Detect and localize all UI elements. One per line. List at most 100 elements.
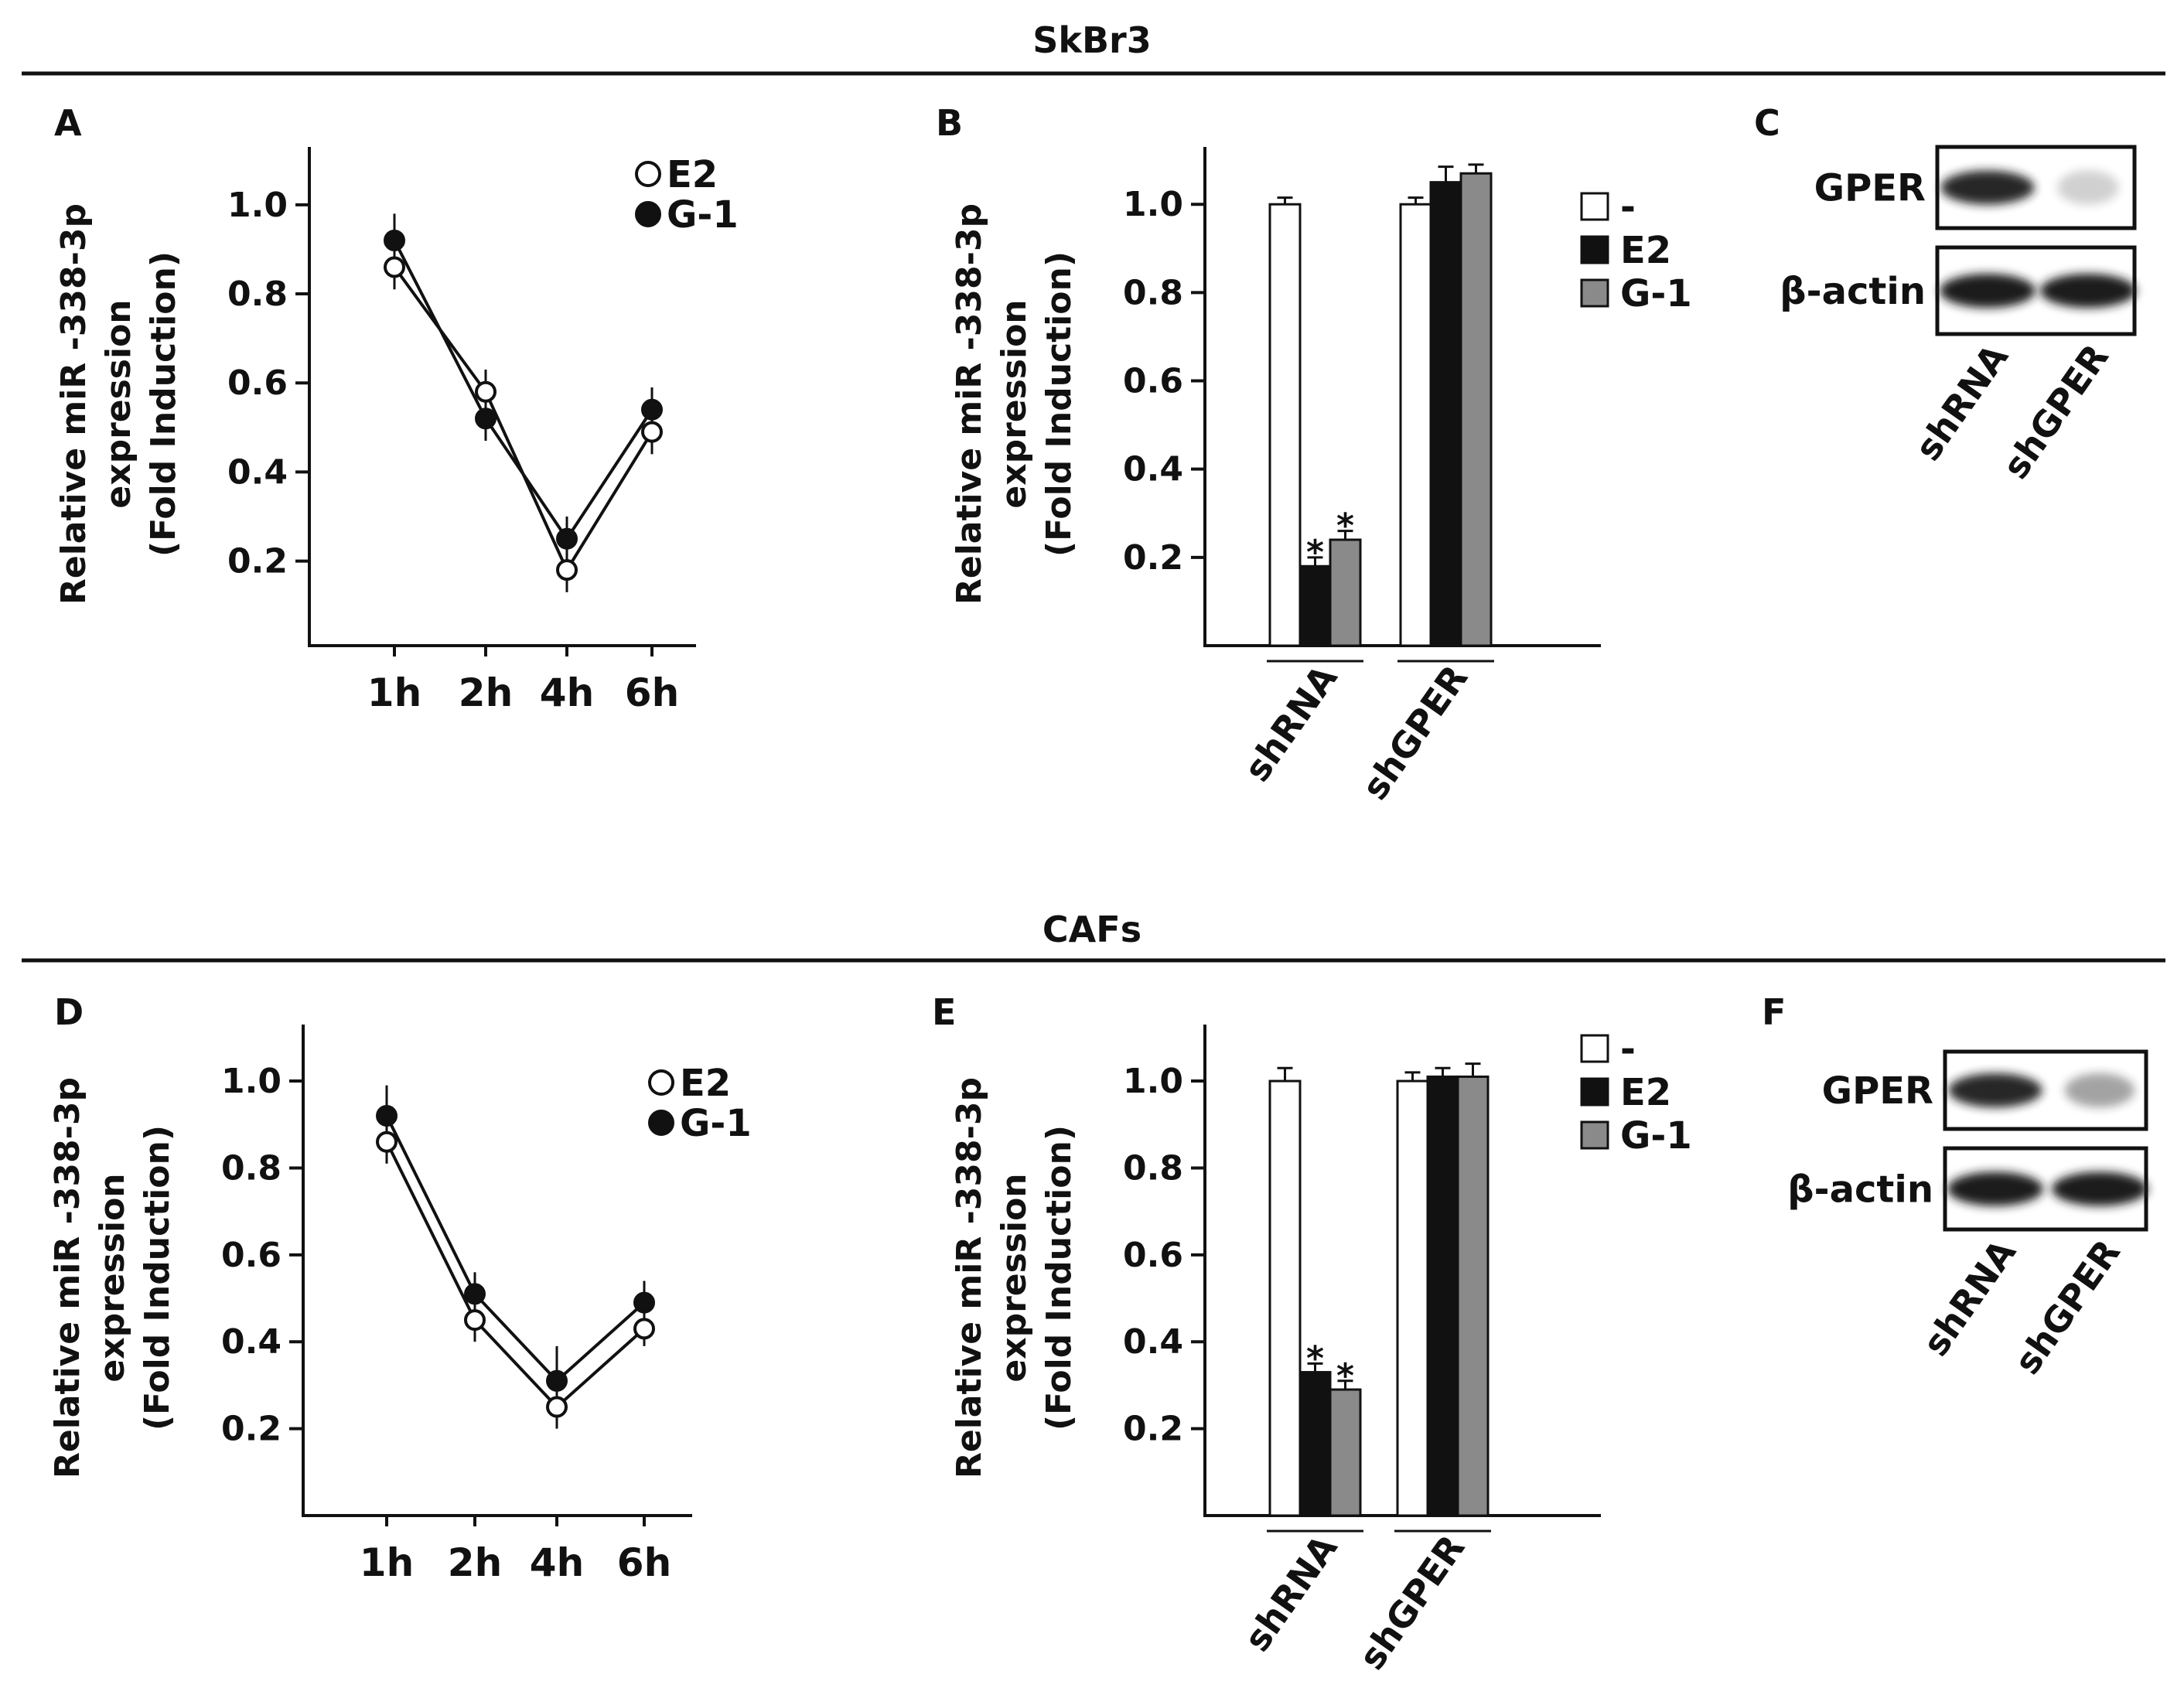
blots-layer: GPERβ-actinshRNAshGPERGPERβ-actinshRNAsh… (1780, 145, 2148, 1382)
y-tick-label: 0.8 (1123, 1148, 1183, 1188)
data-point-g-1 (376, 1105, 398, 1127)
y-tick-label: 0.4 (227, 452, 288, 492)
legend-label: - (1620, 1028, 1636, 1071)
blot-band-shgper (2040, 274, 2136, 308)
bar-white-shgper (1399, 203, 1432, 647)
data-point-g-1 (556, 527, 578, 550)
x-tick-label: 2h (459, 670, 513, 715)
bar-white-shgper (1396, 1079, 1429, 1517)
legend-label: - (1620, 186, 1636, 229)
data-point-e2 (546, 1396, 568, 1418)
panel-letter-f: F (1762, 991, 1786, 1033)
legend-marker (635, 161, 661, 187)
y-tick-label: 0.2 (227, 542, 288, 581)
blot-band-shgper (2052, 1171, 2148, 1206)
bar-grey-shgper (1456, 1075, 1490, 1517)
section-title-cafs: CAFs (1043, 909, 1141, 950)
section-title-skbr3: SkBr3 (1032, 19, 1151, 61)
y-tick-label: 0.6 (1123, 362, 1183, 401)
legend-label: E2 (1620, 1071, 1671, 1114)
y-tick-label: 1.0 (1123, 185, 1183, 224)
bar-black-shgper (1426, 1075, 1459, 1517)
blot-band-shrna (1947, 1171, 2043, 1206)
chart-panel-b: 0.2 0.4 0.6 0.8 1.0 Relative miR -338-3p expre… (950, 147, 1692, 807)
y-tick-label: 0.4 (1123, 450, 1183, 489)
legend-swatch (1580, 235, 1609, 264)
x-group-label: shGPER (1353, 657, 1476, 807)
blot-lane-label: shGPER (2006, 1232, 2128, 1382)
x-group-label: shGPER (1350, 1527, 1472, 1677)
legend-marker (648, 1110, 674, 1136)
data-point-e2 (633, 1318, 655, 1340)
data-point-g-1 (633, 1291, 655, 1314)
chart-panel-e: 0.2 0.4 0.6 0.8 1.0 Relative miR -338-3p expre… (950, 1025, 1692, 1677)
y-tick-label: 0.8 (227, 275, 288, 314)
x-tick-label: 6h (625, 670, 679, 715)
blot-lane-label: shRNA (1906, 336, 2016, 468)
data-point-e2 (556, 559, 578, 581)
x-tick-label: 2h (448, 1540, 502, 1585)
bar-white-shrna (1268, 203, 1302, 647)
y-tick-label: 0.6 (1123, 1236, 1183, 1275)
blot-band-shgper (2057, 170, 2119, 205)
y-tick-label: 1.0 (227, 186, 288, 225)
legend-swatch (1580, 1077, 1609, 1107)
y-tick-label: 1.0 (1123, 1062, 1183, 1101)
significance-marker: * (1306, 533, 1324, 572)
bar-black-shrna (1298, 1371, 1332, 1517)
blot-band-shrna (1940, 170, 2035, 205)
blot-band-shgper (2064, 1073, 2135, 1107)
legend-swatch (1580, 1034, 1609, 1063)
panel-letter-a: A (54, 102, 82, 144)
x-tick-label: 6h (617, 1540, 671, 1585)
chart-panel-a: 0.2 0.4 0.6 0.8 1.0 Relative miR -338-3p expre… (54, 147, 739, 715)
y-axis-label: Relative miR -338-3p (950, 203, 989, 605)
legend-label: E2 (1620, 229, 1671, 272)
y-axis-label: Relative miR -338-3p (48, 1077, 87, 1478)
data-point-e2 (475, 380, 497, 403)
y-axis-label: expression (99, 299, 138, 508)
significance-marker: * (1306, 1338, 1324, 1378)
series-line-e2 (385, 1141, 646, 1410)
y-axis-label: expression (995, 1173, 1034, 1382)
bar-grey-shrna (1329, 1388, 1362, 1517)
legend-label: E2 (680, 1062, 731, 1105)
panel-letter-d: D (54, 991, 84, 1033)
y-axis-label: Relative miR -338-3p (950, 1077, 989, 1478)
data-point-g-1 (464, 1283, 486, 1305)
bar-grey-shgper (1459, 172, 1493, 647)
x-tick-label: 1h (360, 1540, 414, 1585)
bar-black-shgper (1429, 181, 1462, 647)
blot-band-shrna (1940, 274, 2036, 308)
y-tick-label: 1.0 (221, 1062, 282, 1101)
y-tick-label: 0.2 (221, 1410, 282, 1449)
data-point-g-1 (384, 229, 405, 251)
y-tick-label: 0.4 (221, 1322, 282, 1362)
data-point-g-1 (546, 1369, 568, 1392)
blot-band-shrna (1948, 1073, 2042, 1107)
significance-marker: * (1336, 1356, 1354, 1396)
blot-row-label: β-actin (1787, 1168, 1933, 1212)
data-point-e2 (384, 256, 405, 278)
y-axis-label: Relative miR -338-3p (54, 203, 94, 605)
y-tick-label: 0.4 (1123, 1322, 1183, 1362)
significance-marker: * (1336, 506, 1354, 546)
y-tick-label: 0.2 (1123, 538, 1183, 578)
legend-marker (635, 201, 661, 227)
legend-label: G-1 (1620, 1114, 1692, 1158)
data-point-e2 (376, 1130, 398, 1153)
y-axis-label: (Fold Induction) (144, 251, 183, 557)
legend-label: G-1 (1620, 272, 1692, 315)
y-axis-label: (Fold Induction) (1039, 1125, 1079, 1431)
panel-letter-e: E (932, 991, 956, 1033)
y-tick-label: 0.6 (221, 1236, 282, 1275)
legend-swatch (1580, 192, 1609, 221)
data-point-e2 (464, 1309, 486, 1332)
legend-label: G-1 (667, 193, 739, 237)
y-axis-label: (Fold Induction) (1039, 251, 1079, 557)
x-tick-label: 4h (530, 1540, 584, 1585)
bar-grey-shrna (1329, 538, 1362, 647)
data-point-g-1 (475, 408, 497, 430)
